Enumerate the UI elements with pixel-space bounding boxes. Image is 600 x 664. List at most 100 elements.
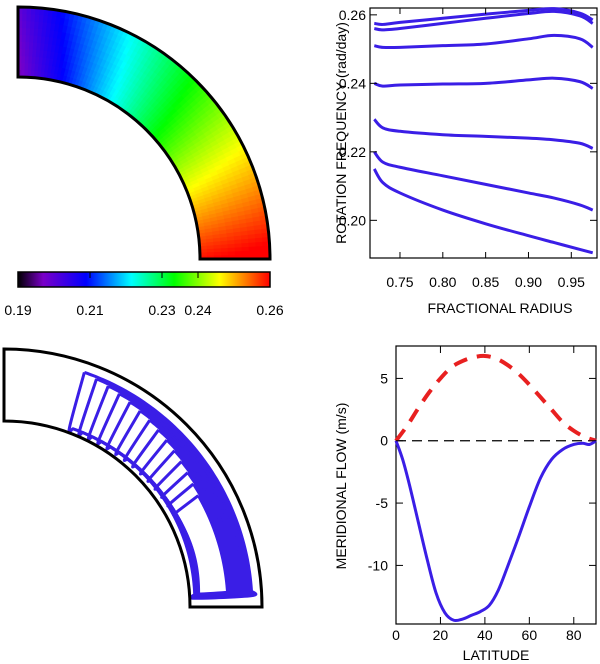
- map-cell: [220, 244, 229, 250]
- map-cell: [193, 153, 203, 162]
- map-cell: [193, 126, 203, 136]
- map-cell: [113, 73, 121, 82]
- profile-line: [373, 9, 594, 32]
- map-cell: [158, 117, 168, 126]
- map-cell: [26, 13, 32, 22]
- map-cell: [173, 123, 183, 132]
- map-cell: [230, 165, 240, 174]
- map-cell: [152, 74, 162, 84]
- map-cell: [186, 96, 196, 106]
- map-cell: [208, 167, 218, 175]
- map-cell: [111, 41, 120, 51]
- map-cell: [129, 42, 138, 52]
- map-cell: [140, 56, 149, 66]
- map-cell: [212, 177, 222, 185]
- map-cell: [82, 74, 90, 83]
- map-cell: [254, 233, 263, 240]
- map-cell: [227, 158, 237, 166]
- map-cell: [225, 172, 235, 180]
- rotation-map-outline: [16, 5, 272, 261]
- map-cell: [210, 114, 220, 124]
- map-cell: [219, 174, 229, 183]
- map-cell: [174, 102, 183, 112]
- map-cell: [102, 52, 111, 62]
- map-cell: [184, 114, 194, 124]
- map-cell: [223, 150, 233, 159]
- flow-y-tick-label: 0: [380, 433, 388, 449]
- map-cell: [134, 86, 143, 96]
- map-cell: [148, 97, 157, 107]
- map-cell: [107, 31, 115, 41]
- map-cell: [136, 62, 145, 72]
- profiles-plot-frame: [369, 7, 598, 259]
- map-cell: [109, 87, 117, 96]
- map-cell: [21, 41, 27, 50]
- map-cell: [192, 113, 202, 122]
- map-cell: [109, 55, 118, 65]
- map-cell: [122, 38, 131, 48]
- map-cell: [205, 160, 214, 168]
- map-cell: [188, 120, 198, 130]
- map-cell: [21, 62, 26, 71]
- map-cell: [119, 52, 128, 62]
- map-cell: [95, 49, 103, 59]
- map-cell: [106, 85, 115, 95]
- map-cell: [199, 150, 209, 158]
- map-cell: [201, 169, 211, 178]
- map-cell: [140, 48, 149, 58]
- map-cell: [77, 57, 84, 67]
- map-cell: [151, 119, 160, 129]
- map-cell: [197, 160, 207, 168]
- map-cell: [73, 70, 80, 80]
- map-cell: [143, 103, 153, 112]
- map-cell: [153, 122, 163, 131]
- map-cell: [216, 136, 226, 145]
- profiles-y-tick-label: 0.20: [339, 212, 366, 228]
- map-cell: [227, 240, 236, 246]
- map-cell: [21, 48, 27, 57]
- flow-y-tick-label: 5: [380, 370, 388, 386]
- map-cell: [175, 126, 185, 135]
- map-cell: [106, 61, 115, 71]
- map-cell: [151, 55, 160, 65]
- map-cell: [219, 157, 229, 166]
- map-cell: [170, 130, 179, 139]
- map-cell: [195, 156, 205, 165]
- map-cell: [24, 62, 30, 71]
- map-cell: [210, 139, 220, 148]
- map-cell: [153, 65, 163, 76]
- map-cell: [88, 76, 96, 86]
- map-cell: [176, 151, 186, 160]
- flow-lines: [394, 353, 597, 623]
- map-cell: [148, 79, 157, 89]
- map-cell: [208, 186, 218, 194]
- map-cell: [94, 63, 102, 73]
- map-cell: [211, 129, 221, 138]
- map-cell: [141, 110, 151, 120]
- map-cell: [151, 100, 160, 109]
- map-cell: [205, 132, 215, 142]
- map-cell: [159, 107, 168, 117]
- map-cell: [247, 234, 256, 240]
- map-cell: [194, 140, 203, 149]
- map-cell: [171, 100, 181, 109]
- map-cell: [114, 34, 123, 44]
- map-cell: [93, 55, 101, 65]
- map-cell: [228, 143, 238, 152]
- profiles-y-tick-label: 0.24: [339, 75, 366, 91]
- map-cell: [142, 93, 152, 102]
- map-cell: [200, 186, 210, 193]
- map-cell: [231, 151, 242, 160]
- profiles-x-tick-label: 0.80: [429, 274, 456, 290]
- map-cell: [173, 92, 183, 102]
- map-cell: [101, 44, 110, 54]
- meridional-streamlines-panel: [2, 347, 264, 609]
- map-cell: [24, 55, 30, 64]
- map-cell: [25, 48, 30, 57]
- map-cell: [24, 69, 29, 78]
- map-cell: [183, 163, 192, 171]
- map-cell: [161, 62, 170, 73]
- map-cell: [205, 146, 215, 155]
- map-cell: [182, 148, 192, 156]
- map-cell: [214, 164, 224, 172]
